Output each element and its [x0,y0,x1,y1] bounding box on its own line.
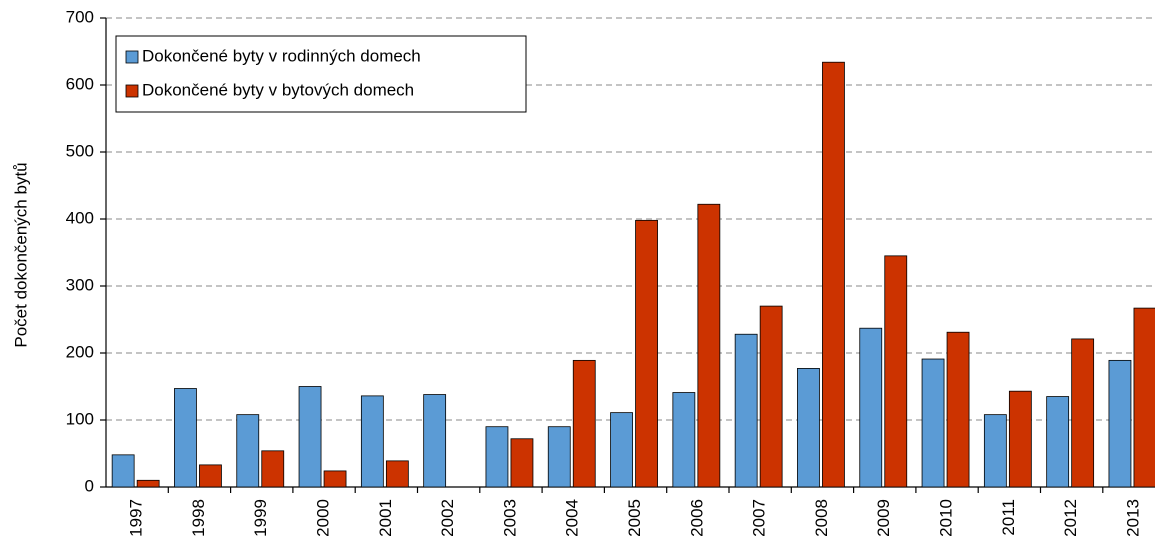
x-tick-label: 2005 [625,499,644,537]
y-tick-label: 600 [66,74,94,93]
bar [1008,390,1032,488]
bar [946,331,970,488]
bar [734,333,758,488]
bar [547,426,571,488]
bar [1108,359,1132,488]
y-tick-label: 700 [66,7,94,26]
x-tick-label: 1999 [251,499,270,537]
legend-label: Dokončené byty v rodinných domech [142,46,421,65]
bar [697,203,721,488]
y-tick-label: 400 [66,208,94,227]
x-tick-label: 1998 [189,499,208,537]
x-tick-label: 2003 [500,499,519,537]
bar [572,359,596,488]
bar [298,386,322,488]
x-tick-label: 2008 [812,499,831,537]
bar [261,450,285,488]
bar [199,464,222,488]
bar [360,395,384,488]
y-axis-label: Počet dokončených bytů [11,162,30,347]
legend-box [115,35,527,113]
bar [797,368,820,488]
x-tick-label: 1997 [127,499,146,537]
y-tick-label: 500 [66,141,94,160]
y-tick-label: 300 [66,275,94,294]
bar [1133,307,1155,488]
bar [1071,338,1095,488]
legend-label: Dokončené byty v bytových domech [142,80,414,99]
bar [822,61,845,488]
x-tick-label: 2007 [750,499,769,537]
bar [510,438,534,488]
x-tick-label: 2011 [999,499,1018,536]
y-tick-label: 0 [85,476,94,495]
x-tick-label: 2000 [314,499,333,537]
bar [1046,396,1070,488]
bar [921,358,945,488]
bar [485,426,509,488]
x-tick-label: 2004 [563,499,582,537]
bar [174,388,197,488]
legend-swatch [125,84,139,98]
bar [136,479,160,488]
bar [111,454,135,488]
bar [323,470,347,488]
bar [859,327,883,488]
bar [983,414,1007,488]
x-tick-label: 2013 [1123,499,1142,537]
y-tick-label: 200 [66,342,94,361]
bar [236,414,260,488]
x-tick-label: 2001 [376,499,395,537]
x-tick-label: 2002 [438,499,457,537]
x-tick-label: 2009 [874,499,893,537]
bar [759,305,783,488]
x-tick-label: 2012 [1061,499,1080,537]
bar [385,460,409,488]
bar [672,392,696,488]
bar [884,255,908,488]
bar [635,219,658,488]
bar [423,394,447,488]
x-tick-label: 2006 [687,499,706,537]
legend-swatch [125,50,139,64]
x-tick-label: 2010 [937,499,956,537]
y-tick-label: 100 [66,409,94,428]
bar [610,412,633,488]
